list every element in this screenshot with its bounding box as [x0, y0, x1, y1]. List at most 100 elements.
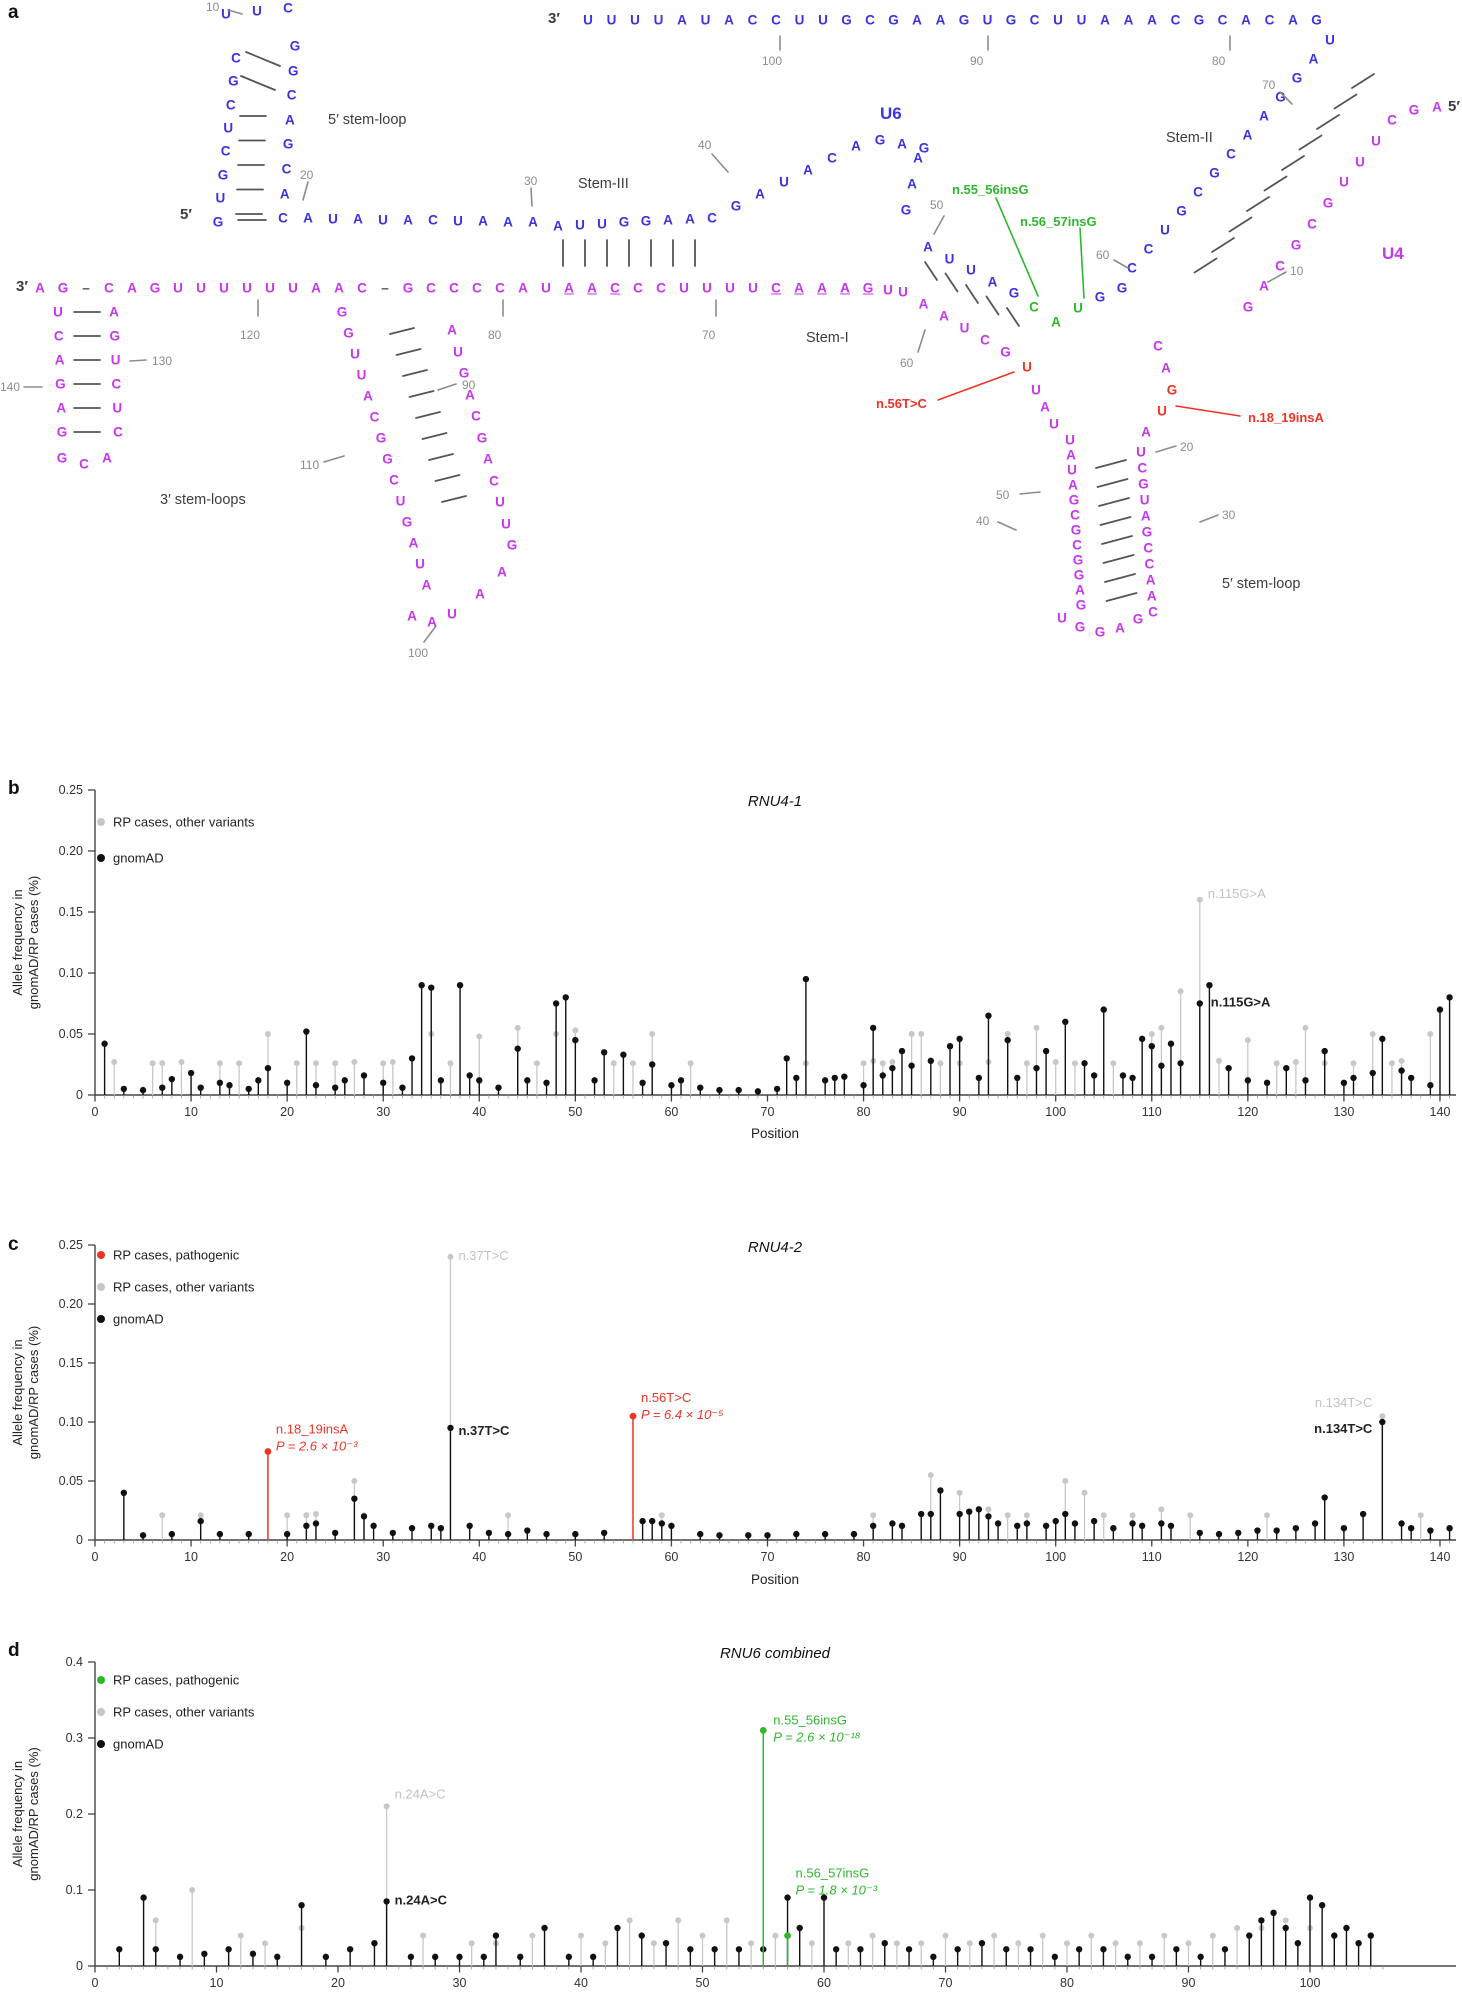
rna-base: A	[102, 450, 112, 466]
gnomad-dot	[927, 1057, 935, 1065]
gnomad-dot	[432, 1953, 439, 1961]
rna-base: G	[476, 430, 488, 445]
rp-other-dot	[1158, 1506, 1165, 1513]
rna-base: U	[653, 12, 664, 28]
rp-other-dot	[942, 1932, 949, 1939]
gnomad-dot	[841, 1073, 848, 1080]
gnomad-dot	[541, 1924, 548, 1932]
gnomad-dot	[649, 1061, 656, 1068]
gnomad-dot	[869, 1024, 877, 1032]
x-tick-label: 60	[664, 1105, 678, 1119]
position-tick-label: 100	[408, 646, 429, 660]
gnomad-dot	[322, 1953, 330, 1961]
rp-pathogenic-dot	[264, 1448, 272, 1455]
variant-annotation: n.24A>C	[395, 1892, 448, 1907]
rp-other-dot	[1071, 1060, 1078, 1067]
gnomad-dot	[1321, 1494, 1328, 1501]
rna-base: U	[265, 280, 275, 296]
rna-base: U	[541, 280, 551, 296]
x-tick-label: 20	[331, 1976, 345, 1990]
rna-base: A	[677, 12, 687, 28]
gnomad-dot	[492, 1932, 500, 1939]
gnomad-dot	[1427, 1082, 1434, 1089]
rna-base: C	[747, 12, 758, 28]
gnomad-dot	[802, 975, 810, 983]
rna-base: G	[1132, 611, 1144, 627]
variant-annotation: n.115G>A	[1208, 886, 1266, 901]
structure-label: 5′	[180, 206, 192, 223]
rna-base: U	[223, 120, 234, 136]
rna-base: U	[219, 280, 229, 296]
gnomad-dot	[1090, 1072, 1098, 1079]
y-axis-label: gnomAD/RP cases (%)	[26, 1326, 41, 1459]
gnomad-dot	[784, 1894, 791, 1901]
gnomad-dot	[764, 1532, 771, 1539]
rp-other-dot	[808, 1940, 815, 1947]
variant-annotation: n.55_56insG	[773, 1712, 847, 1727]
rna-base: U	[702, 280, 712, 296]
gnomad-dot	[466, 1072, 473, 1079]
gnomad-dot	[937, 1487, 944, 1494]
x-tick-label: 100	[1045, 1105, 1066, 1119]
rna-base: C	[225, 97, 236, 113]
x-tick-label: 80	[857, 1105, 871, 1119]
chart-panel-b: 0.25 0.20 0.15 0.10 0.05 00 10 20 30 40 50 60 70 80 90…	[10, 783, 1456, 1141]
rp-other-dot	[1398, 1057, 1405, 1064]
x-tick-label: 50	[568, 1550, 582, 1564]
rna-base: G	[149, 280, 161, 296]
rp-other-dot	[514, 1024, 521, 1031]
x-tick-label: 40	[472, 1550, 486, 1564]
rp-other-dot	[658, 1512, 665, 1519]
rp-other-dot	[1292, 1059, 1299, 1066]
rp-other-dot	[159, 1512, 166, 1519]
rp-other-dot	[420, 1932, 427, 1939]
gnomad-dot	[1436, 1006, 1444, 1013]
rna-base: A	[803, 162, 813, 178]
rna-base: U	[453, 213, 463, 229]
rp-other-dot	[1023, 1060, 1030, 1067]
gnomad-dot	[1355, 1940, 1362, 1947]
gnomad-dot	[1446, 1525, 1453, 1532]
rna-base: C	[771, 280, 781, 296]
rna-base: G	[1209, 165, 1220, 181]
rna-base: A	[408, 535, 419, 551]
y-tick-label: 0	[76, 1533, 83, 1547]
rp-other-dot	[1417, 1512, 1424, 1519]
rna-base: U	[1073, 300, 1083, 316]
rna-base: G	[343, 325, 354, 341]
gnomad-dot	[456, 982, 464, 989]
gnomad-dot	[408, 1525, 416, 1532]
rp-other-dot	[1187, 1512, 1194, 1519]
rp-other-dot	[351, 1059, 358, 1066]
gnomad-dot	[589, 1953, 597, 1961]
gnomad-dot	[954, 1946, 961, 1953]
gnomad-dot	[994, 1520, 1002, 1527]
rp-other-dot	[1004, 1512, 1011, 1519]
gnomad-dot	[201, 1950, 208, 1958]
gnomad-dot	[1379, 1418, 1386, 1426]
rp-other-dot	[602, 1940, 609, 1947]
rp-other-dot	[650, 1940, 657, 1947]
y-axis-label: gnomAD/RP cases (%)	[26, 876, 41, 1009]
gnomad-dot	[312, 1520, 320, 1527]
rp-pathogenic-dot	[629, 1412, 637, 1420]
rna-base: A	[427, 614, 437, 630]
rna-base: A	[794, 280, 804, 296]
gnomad-dot	[437, 1525, 445, 1532]
gnomad-dot	[881, 1940, 888, 1947]
gnomad-dot	[1173, 1946, 1180, 1953]
gnomad-dot	[572, 1036, 579, 1044]
rna-base: C	[231, 50, 241, 66]
gnomad-dot	[745, 1532, 752, 1539]
position-tick-label: 120	[240, 328, 261, 342]
variant-label: n.56_57insG	[1020, 214, 1097, 229]
rna-base: U	[221, 6, 231, 22]
gnomad-dot	[1167, 1522, 1175, 1530]
gnomad-dot	[225, 1946, 232, 1953]
rna-base: G	[1408, 102, 1420, 118]
rp-other-dot	[303, 1512, 310, 1519]
gnomad-dot	[1148, 1043, 1155, 1050]
rp-other-dot	[216, 1060, 223, 1067]
position-tick-label: 70	[1262, 78, 1276, 92]
